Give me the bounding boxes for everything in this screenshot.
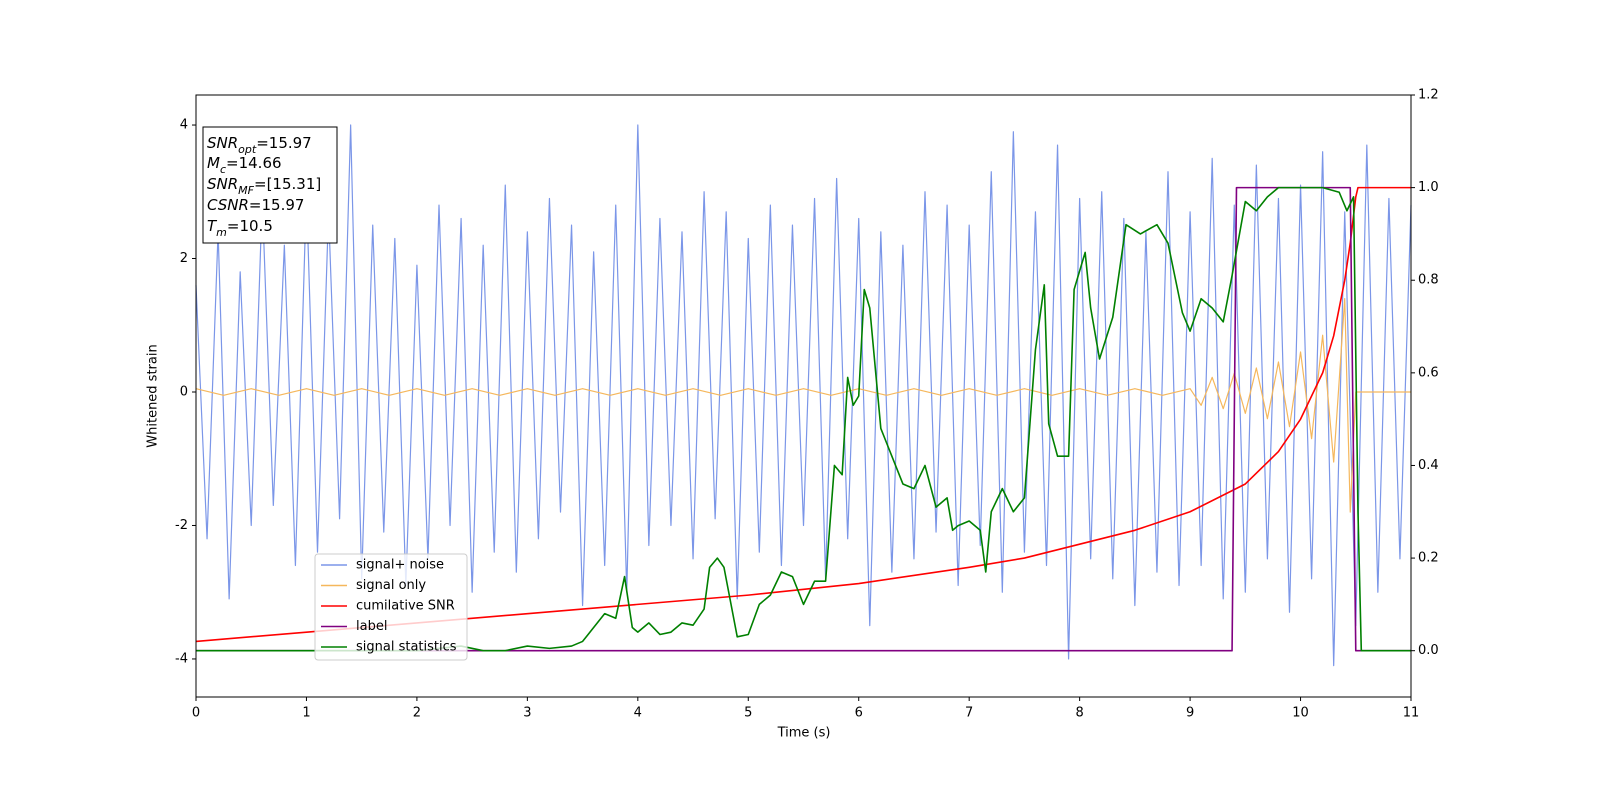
series-line xyxy=(196,186,1411,652)
annotation-frame xyxy=(202,126,338,244)
x-tick-label: 11 xyxy=(1403,706,1420,721)
annotation-sub: m xyxy=(216,226,227,239)
series-line xyxy=(195,297,1411,513)
x-tick-label: 2 xyxy=(413,706,421,721)
y2-tick-label: 0.2 xyxy=(1418,551,1439,566)
annotation-line: SNRopt=15.97 xyxy=(207,134,312,156)
y2-tick-label: 1.2 xyxy=(1418,88,1439,103)
annotation-text: =15.97 xyxy=(256,134,312,152)
y-tick-label: 2 xyxy=(180,251,188,266)
y-tick-label: -2 xyxy=(175,518,188,533)
annotation-text: =15.97 xyxy=(249,196,305,214)
series-line xyxy=(195,124,1412,667)
x-axis-label: Time (s) xyxy=(777,726,831,741)
x-tick-label: 1 xyxy=(302,706,310,721)
legend-label: label xyxy=(356,619,387,634)
annotation-text: =10.5 xyxy=(227,217,273,235)
axes-frame xyxy=(195,94,1412,698)
x-tick-label: 7 xyxy=(965,706,973,721)
legend: signal+ noise signal only cumilative SNR la… xyxy=(314,553,468,661)
y-tick-label: 0 xyxy=(180,384,188,399)
legend-label: signal statistics xyxy=(356,640,457,655)
x-tick-label: 8 xyxy=(1075,706,1083,721)
x-tick-label: 0 xyxy=(192,706,200,721)
annotation-sub: c xyxy=(220,163,226,176)
x-tick-label: 4 xyxy=(634,706,642,721)
annotation-line: CSNR=15.97 xyxy=(207,196,304,214)
annotation-base: SNR xyxy=(207,175,238,193)
annotation-base: M xyxy=(207,154,220,172)
annotation-base: T xyxy=(207,217,218,235)
x-tick-label: 6 xyxy=(855,706,863,721)
y2-tick-label: 0.8 xyxy=(1418,273,1439,288)
legend-label: signal+ noise xyxy=(356,558,444,573)
series-line xyxy=(195,186,1411,643)
legend-frame xyxy=(314,553,468,661)
y2-tick-label: 0.4 xyxy=(1418,458,1439,473)
x-tick-label: 9 xyxy=(1186,706,1194,721)
annotation-line: SNRMF=[15.31] xyxy=(207,175,321,197)
y2-tick-label: 0.0 xyxy=(1418,643,1439,658)
x-tick-label: 3 xyxy=(523,706,531,721)
annotation-base: SNR xyxy=(207,134,238,152)
y-tick-label: 4 xyxy=(180,118,188,133)
y-axis-label: Whitened strain xyxy=(146,344,161,447)
annotation-line: Tm=10.5 xyxy=(207,217,273,239)
annotation-sub: MF xyxy=(238,184,254,197)
y2-tick-label: 1.0 xyxy=(1418,180,1439,195)
x-tick-label: 5 xyxy=(744,706,752,721)
annotation-sub: opt xyxy=(238,143,257,156)
annotation-text: =14.66 xyxy=(226,154,282,172)
annotation-line: Mc=14.66 xyxy=(207,154,282,176)
annotation-box: SNRopt=15.97Mc=14.66SNRMF=[15.31]CSNR=15… xyxy=(202,126,338,244)
legend-label: cumilative SNR xyxy=(356,599,455,614)
annotation-text: =[15.31] xyxy=(254,175,321,193)
y-tick-label: -4 xyxy=(175,651,188,666)
x-tick-label: 10 xyxy=(1292,706,1309,721)
legend-label: signal only xyxy=(356,578,426,593)
annotation-base: CSNR xyxy=(207,196,249,214)
y2-tick-label: 0.6 xyxy=(1418,365,1439,380)
